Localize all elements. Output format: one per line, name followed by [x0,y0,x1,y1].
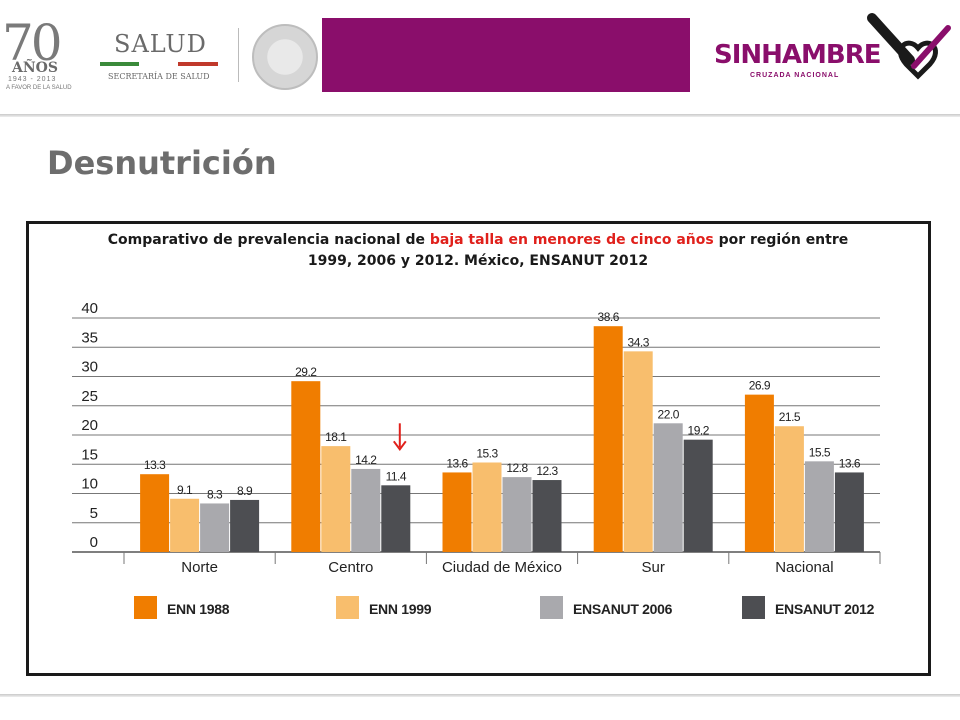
bar [321,446,351,552]
bar [351,468,381,552]
y-tick-label: 40 [81,300,98,317]
data-label: 21.5 [779,410,801,424]
data-label: 8.3 [207,487,223,501]
data-label: 19.2 [688,424,710,438]
data-label: 13.6 [446,456,468,470]
bar [170,498,200,552]
bar [532,480,562,552]
data-label: 15.3 [476,446,498,460]
legend-swatch [540,596,563,619]
data-label: 18.1 [325,430,347,444]
sinhambre-subtitle: CRUZADA NACIONAL [750,72,840,79]
y-tick-label: 10 [81,476,98,493]
data-label: 26.9 [749,379,771,393]
y-tick-label: 25 [81,388,98,405]
bar [653,423,683,552]
bar [593,326,623,552]
annotation-arrowhead [393,440,407,451]
bar [472,462,502,552]
logo-70-number: 70 [2,14,63,72]
header-bar: 70 AÑOS 1943 - 2013 A FAVOR DE LA SALUD … [0,13,960,92]
salud-logo: SALUD SECRETARÍA DE SALUD [96,30,236,90]
data-label: 22.0 [658,407,680,421]
data-label: 12.8 [506,461,528,475]
national-seal-icon [252,24,318,90]
y-tick-label: 35 [81,329,98,346]
data-label: 12.3 [536,464,558,478]
slide-title: Desnutrición [47,144,277,182]
data-label: 29.2 [295,365,317,379]
data-label: 9.1 [177,483,193,497]
bar [502,477,532,552]
y-tick-label: 5 [90,505,98,522]
legend-label: ENSANUT 2006 [573,601,673,617]
logo-70-years: 1943 - 2013 [8,76,57,83]
footer-divider [0,694,960,697]
data-label: 8.9 [237,484,253,498]
bar [140,474,170,552]
data-label: 14.2 [355,453,377,467]
logo-divider [238,28,239,82]
bar [442,472,472,552]
government-logos: 70 AÑOS 1943 - 2013 A FAVOR DE LA SALUD … [0,14,322,92]
legend-swatch [742,596,765,619]
logo-70-tagline: A FAVOR DE LA SALUD [6,85,72,91]
chart-title-highlight: baja talla en menores de cinco años [429,232,714,248]
logo-70-anos-text: AÑOS [12,60,58,76]
salud-logo-title: SALUD [114,30,207,58]
data-label: 13.3 [144,458,166,472]
bar [774,426,804,552]
bar [834,472,864,552]
bar [200,503,230,552]
chart-title-part1: Comparativo de prevalencia nacional de [107,232,430,248]
category-label: Sur [642,559,665,576]
sinhambre-hambre: HAMBRE [761,40,881,70]
legend-label: ENN 1999 [369,601,432,617]
y-tick-label: 20 [81,417,98,434]
data-label: 38.6 [598,310,620,324]
y-tick-label: 15 [81,446,98,463]
logo-70-anos: 70 AÑOS 1943 - 2013 A FAVOR DE LA SALUD [2,14,82,92]
y-tick-label: 0 [90,534,98,551]
sinhambre-logo: SINHAMBRE CRUZADA NACIONAL [690,13,960,92]
y-tick-label: 30 [81,359,98,376]
sinhambre-sin: SIN [714,40,762,70]
header-divider [0,114,960,117]
category-label: Centro [328,559,373,576]
legend-label: ENN 1988 [167,601,230,617]
chart-title-part2: por región entre 1999, 2006 y 2012. Méxi… [307,232,849,269]
chart-title: Comparativo de prevalencia nacional de b… [98,230,858,272]
data-label: 34.3 [628,335,650,349]
category-label: Nacional [775,559,833,576]
legend-swatch [134,596,157,619]
bar [804,461,834,552]
data-label: 13.6 [839,456,861,470]
fork-heart-icon [867,13,951,80]
bar [623,351,653,552]
data-label: 15.5 [809,445,831,459]
data-label: 11.4 [386,469,407,483]
bar [683,439,713,552]
bar [744,394,774,552]
legend-label: ENSANUT 2012 [775,601,875,617]
bar [381,485,411,552]
flag-stripe [100,62,218,66]
category-label: Ciudad de México [442,559,562,576]
sinhambre-wordmark: SINHAMBRE [714,40,882,70]
bar [291,381,321,552]
salud-logo-subtitle: SECRETARÍA DE SALUD [108,72,210,81]
legend-swatch [336,596,359,619]
category-label: Norte [181,559,218,576]
bar [230,499,260,552]
